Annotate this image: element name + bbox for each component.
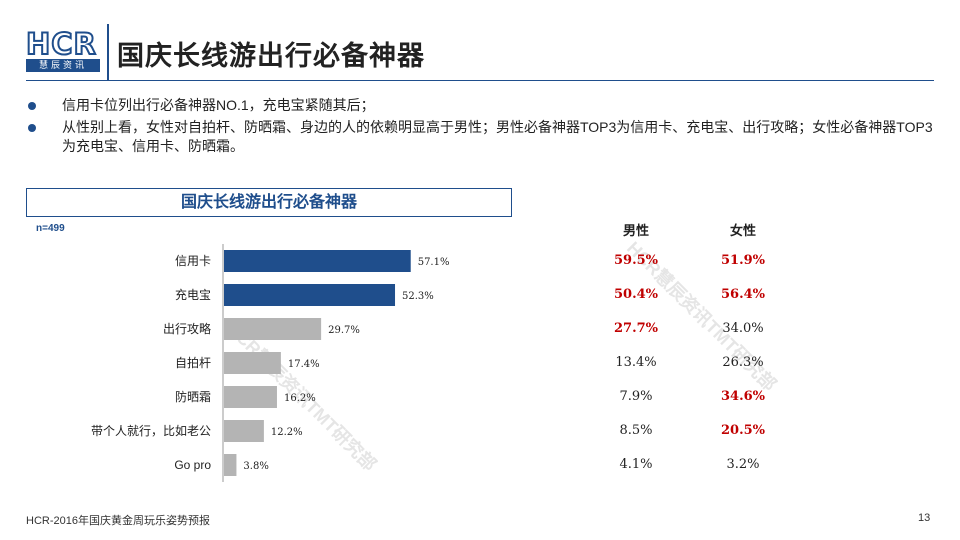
category-label: Go pro <box>174 458 211 472</box>
male-value: 8.5% <box>619 423 653 438</box>
gender-header-male: 男性 <box>622 223 649 238</box>
summary-bullets: 信用卡位列出行必备神器NO.1，充电宝紧随其后； 从性别上看，女性对自拍杆、防晒… <box>26 96 936 159</box>
category-label: 带个人就行，比如老公 <box>91 423 211 438</box>
female-value: 20.5% <box>720 423 765 438</box>
data-label: 57.1% <box>418 257 450 268</box>
sample-size: n=499 <box>36 223 65 234</box>
data-label: 29.7% <box>328 325 360 336</box>
header-rule <box>26 80 934 81</box>
female-value: 51.9% <box>720 253 765 268</box>
bar <box>224 250 411 272</box>
logo-text: HCR <box>25 27 97 61</box>
category-label: 防晒霜 <box>175 389 211 404</box>
bullet-item: 信用卡位列出行必备神器NO.1，充电宝紧随其后； <box>26 96 936 115</box>
data-label: 52.3% <box>402 291 434 302</box>
bullet-item: 从性别上看，女性对自拍杆、防晒霜、身边的人的依赖明显高于男性；男性必备神器TOP… <box>26 118 936 156</box>
male-value: 4.1% <box>619 457 653 472</box>
bar <box>224 352 281 374</box>
page-number: 13 <box>918 512 931 524</box>
bar <box>224 386 277 408</box>
bullet-dot-icon <box>28 102 36 110</box>
male-value: 13.4% <box>615 355 657 370</box>
data-label: 17.4% <box>288 359 320 370</box>
category-label: 信用卡 <box>175 254 211 268</box>
male-value: 27.7% <box>613 321 658 336</box>
bar <box>224 284 396 306</box>
female-value: 34.0% <box>722 321 764 336</box>
male-value: 7.9% <box>619 389 653 404</box>
bullet-dot-icon <box>28 124 36 132</box>
category-label: 出行攻略 <box>163 321 211 336</box>
male-value: 59.5% <box>613 253 658 268</box>
female-value: 26.3% <box>722 355 764 370</box>
bar <box>224 454 237 476</box>
gender-header-female: 女性 <box>729 223 756 238</box>
bullet-text: 信用卡位列出行必备神器NO.1，充电宝紧随其后； <box>62 97 375 113</box>
female-value: 3.2% <box>726 457 760 472</box>
hcr-logo: HCR 慧辰资讯 <box>25 27 100 72</box>
data-label: 12.2% <box>271 427 303 438</box>
bar <box>224 318 322 340</box>
data-label: 3.8% <box>243 461 268 472</box>
footer-text: HCR-2016年国庆黄金周玩乐姿势预报 <box>26 515 210 527</box>
logo-subtitle: 慧辰资讯 <box>26 59 100 72</box>
page-title: 国庆长线游出行必备神器 <box>117 41 425 71</box>
chart-title: 国庆长线游出行必备神器 <box>26 188 512 217</box>
bullet-text: 从性别上看，女性对自拍杆、防晒霜、身边的人的依赖明显高于男性；男性必备神器TOP… <box>62 119 933 154</box>
category-label: 自拍杆 <box>175 355 211 370</box>
category-label: 充电宝 <box>175 287 211 302</box>
title-divider <box>107 24 109 80</box>
female-value: 56.4% <box>720 287 765 302</box>
female-value: 34.6% <box>720 389 765 404</box>
male-value: 50.4% <box>613 287 658 302</box>
bar <box>224 420 264 442</box>
data-label: 16.2% <box>284 393 316 404</box>
